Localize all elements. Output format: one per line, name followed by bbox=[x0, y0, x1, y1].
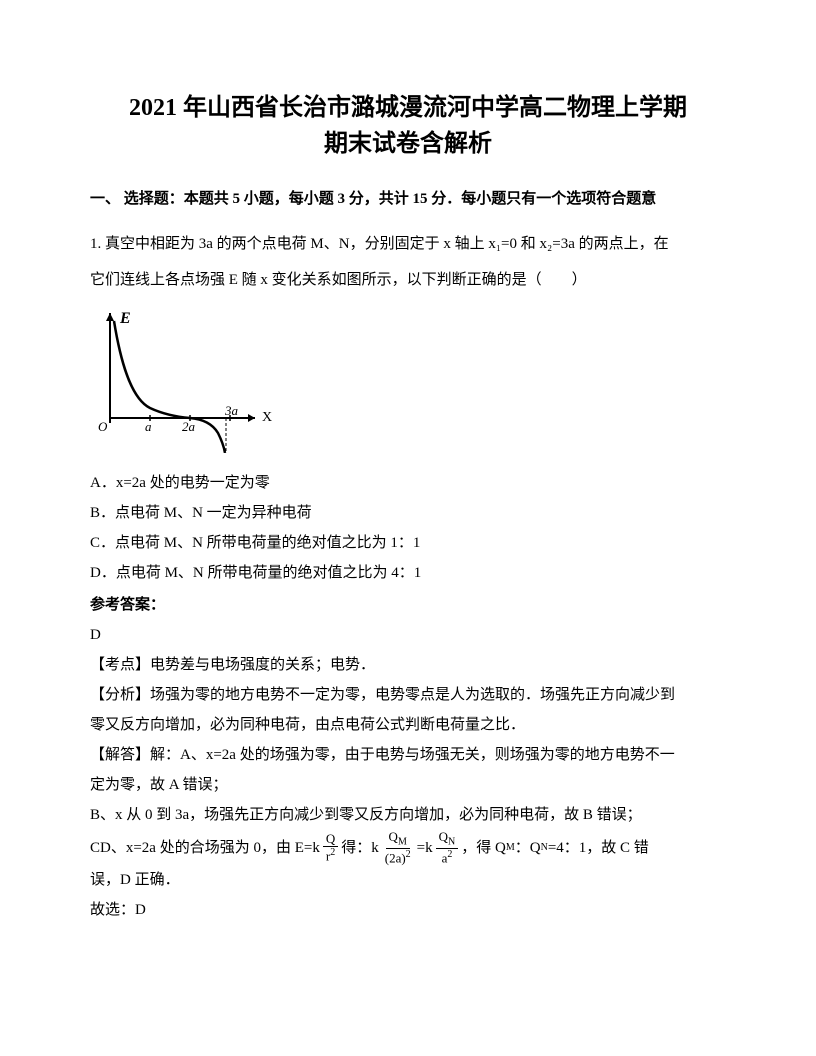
jieda-cd-post2: ：Q bbox=[515, 833, 541, 863]
sub-n: N bbox=[541, 838, 548, 858]
q1-option-a: A．x=2a 处的电势一定为零 bbox=[90, 468, 726, 498]
q1-figure: E X O a 2a 3a bbox=[90, 303, 726, 458]
curve-right bbox=[190, 418, 225, 453]
jieda-cd-pre: CD、x=2a 处的合场强为 0，由 E=k bbox=[90, 833, 320, 863]
axis-label-x: X bbox=[262, 410, 272, 425]
jieda-cd-line1: CD、x=2a 处的合场强为 0，由 E=k Q r2 得：k QM (2a)2… bbox=[90, 830, 726, 865]
jieda-line2: 定为零，故 A 错误； bbox=[90, 770, 726, 800]
fenxi-line2: 零又反方向增加，必为同种电荷，由点电荷公式判断电荷量之比． bbox=[90, 710, 726, 740]
jieda-cd-post3: =4：1，故 C 错 bbox=[548, 833, 649, 863]
y-axis-arrow bbox=[106, 313, 114, 321]
curve-left bbox=[114, 321, 190, 418]
tick-3a: 3a bbox=[224, 403, 239, 418]
fenxi-line1: 【分析】场强为零的地方电势不一定为零，电势零点是人为选取的．场强先正方向减少到 bbox=[90, 680, 726, 710]
title-line-2: 期末试卷含解析 bbox=[324, 131, 492, 157]
q1-option-b: B．点电荷 M、N 一定为异种电荷 bbox=[90, 498, 726, 528]
jieda-cd-mid1: 得：k bbox=[341, 833, 379, 863]
jieda-line1: 【解答】解：A、x=2a 处的场强为零，由于电势与场强无关，则场强为零的地方电势… bbox=[90, 740, 726, 770]
x-axis-arrow bbox=[248, 414, 255, 422]
q1-option-c: C．点电荷 M、N 所带电荷量的绝对值之比为 1：1 bbox=[90, 528, 726, 558]
sub-m: M bbox=[506, 838, 515, 858]
q1-stem-line1: 1. 真空中相距为 3a 的两个点电荷 M、N，分别固定于 x 轴上 x₁=0 … bbox=[90, 229, 726, 259]
frac-qm-2a2: QM (2a)2 bbox=[382, 830, 414, 865]
q1-option-d: D．点电荷 M、N 所带电荷量的绝对值之比为 4：1 bbox=[90, 558, 726, 588]
jieda-cd-line2: 误，D 正确． bbox=[90, 865, 726, 895]
section-header: 一、 选择题：本题共 5 小题，每小题 3 分，共计 15 分．每小题只有一个选… bbox=[90, 186, 726, 213]
tick-2a: 2a bbox=[182, 419, 196, 434]
jieda-cd-mid2: =k bbox=[417, 833, 433, 863]
title-line-1: 2021 年山西省长治市潞城漫流河中学高二物理上学期 bbox=[129, 95, 687, 121]
kaodian: 【考点】电势差与电场强度的关系；电势． bbox=[90, 650, 726, 680]
tick-a: a bbox=[145, 419, 152, 434]
exam-title: 2021 年山西省长治市潞城漫流河中学高二物理上学期 期末试卷含解析 bbox=[90, 90, 726, 162]
answer-label: 参考答案： bbox=[90, 590, 726, 620]
guxuan: 故选：D bbox=[90, 895, 726, 925]
q1-stem-line2: 它们连线上各点场强 E 随 x 变化关系如图所示，以下判断正确的是（ ） bbox=[90, 265, 726, 295]
frac-q-r2: Q r2 bbox=[323, 832, 338, 864]
axis-label-e: E bbox=[119, 310, 131, 327]
jieda-b: B、x 从 0 到 3a，场强先正方向减少到零又反方向增加，必为同种电荷，故 B… bbox=[90, 800, 726, 830]
jieda-cd-post1: ，得 Q bbox=[461, 833, 506, 863]
frac-qn-a2: QN a2 bbox=[436, 830, 459, 865]
tick-o: O bbox=[98, 419, 108, 434]
answer-value: D bbox=[90, 620, 726, 650]
